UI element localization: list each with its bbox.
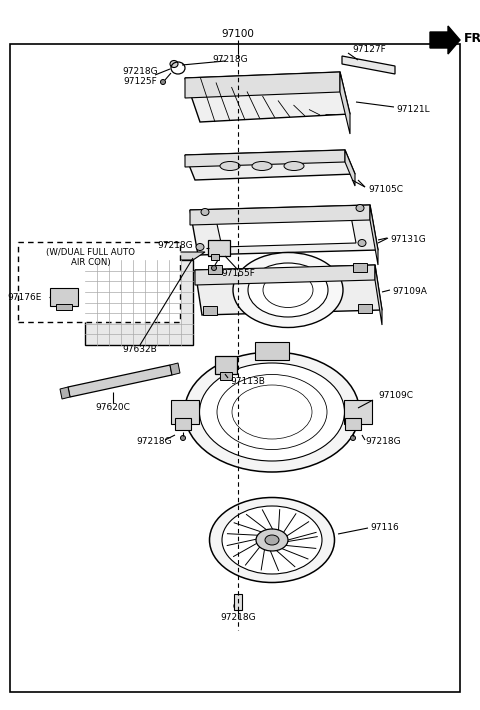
Text: (W/DUAL FULL AUTO: (W/DUAL FULL AUTO: [47, 248, 135, 256]
Polygon shape: [340, 72, 350, 134]
Polygon shape: [195, 265, 375, 285]
Ellipse shape: [160, 80, 166, 84]
Ellipse shape: [220, 161, 240, 170]
Ellipse shape: [256, 529, 288, 551]
Ellipse shape: [248, 263, 328, 317]
Polygon shape: [215, 211, 356, 247]
Bar: [208, 265, 222, 274]
Bar: [203, 306, 217, 315]
Text: 97127F: 97127F: [352, 45, 386, 55]
Bar: [211, 254, 219, 260]
Text: 97113B: 97113B: [230, 378, 265, 386]
Text: 97116: 97116: [370, 523, 399, 532]
Polygon shape: [185, 150, 355, 180]
Ellipse shape: [252, 161, 272, 170]
Ellipse shape: [212, 266, 216, 271]
Polygon shape: [342, 56, 395, 74]
Bar: [220, 372, 232, 380]
Polygon shape: [190, 205, 370, 225]
Polygon shape: [185, 72, 350, 122]
Bar: [215, 356, 237, 374]
Bar: [255, 342, 289, 360]
Bar: [353, 263, 367, 272]
Text: 97176E: 97176E: [8, 293, 42, 302]
Polygon shape: [185, 150, 345, 167]
Text: 97125F: 97125F: [123, 77, 157, 87]
Text: 97218G: 97218G: [157, 241, 193, 251]
Ellipse shape: [350, 435, 356, 440]
Text: 97131G: 97131G: [390, 236, 426, 244]
Bar: [234, 594, 242, 610]
Ellipse shape: [209, 498, 335, 582]
Text: 97100: 97100: [222, 29, 254, 39]
Ellipse shape: [265, 535, 279, 545]
Text: 97109C: 97109C: [378, 391, 413, 400]
Text: 97109A: 97109A: [392, 288, 427, 297]
Bar: [175, 418, 191, 430]
Text: 97632B: 97632B: [122, 346, 157, 354]
Polygon shape: [85, 252, 205, 260]
Polygon shape: [190, 205, 378, 255]
Text: AIR CON): AIR CON): [71, 258, 111, 268]
Bar: [208, 240, 230, 256]
Ellipse shape: [233, 253, 343, 327]
Bar: [50, 288, 78, 306]
Ellipse shape: [196, 244, 204, 251]
Ellipse shape: [234, 602, 242, 610]
Polygon shape: [185, 72, 340, 98]
Polygon shape: [60, 387, 70, 399]
Ellipse shape: [184, 352, 360, 472]
Ellipse shape: [180, 435, 185, 440]
Ellipse shape: [170, 60, 178, 67]
Text: 97218G: 97218G: [122, 67, 158, 77]
Bar: [344, 400, 372, 424]
Bar: [171, 400, 199, 424]
Polygon shape: [195, 265, 382, 315]
Ellipse shape: [201, 209, 209, 216]
Bar: [358, 304, 372, 313]
Text: 97218G: 97218G: [136, 437, 172, 447]
Ellipse shape: [356, 204, 364, 212]
Polygon shape: [370, 205, 378, 265]
Ellipse shape: [358, 239, 366, 246]
Ellipse shape: [222, 506, 322, 574]
Polygon shape: [430, 26, 460, 54]
Polygon shape: [170, 363, 180, 375]
Bar: [345, 418, 361, 430]
Text: 97218G: 97218G: [212, 55, 248, 63]
Text: 97620C: 97620C: [96, 403, 131, 412]
Bar: [85, 260, 193, 345]
Text: 97155F: 97155F: [221, 270, 255, 278]
Text: FR.: FR.: [464, 31, 480, 45]
Polygon shape: [375, 265, 382, 325]
Text: 97121L: 97121L: [396, 106, 430, 114]
Ellipse shape: [284, 161, 304, 170]
Bar: [18, 242, 180, 322]
Text: 97218G: 97218G: [365, 437, 401, 447]
Polygon shape: [68, 365, 172, 397]
Polygon shape: [345, 150, 355, 186]
Ellipse shape: [200, 363, 345, 461]
Text: 97105C: 97105C: [368, 185, 403, 195]
Bar: [56, 304, 72, 310]
Text: 97218G: 97218G: [220, 613, 256, 623]
